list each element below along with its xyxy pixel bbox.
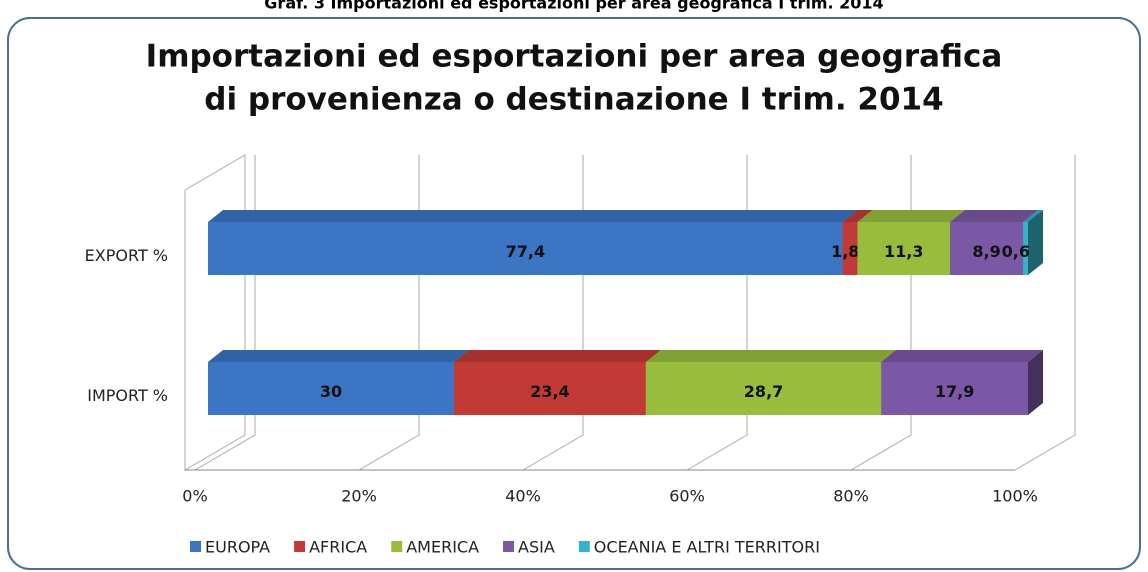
y-tick-label: EXPORT % (85, 246, 168, 265)
bar-face (1028, 210, 1043, 275)
x-tick-label: 100% (992, 487, 1038, 506)
legend-swatch (190, 541, 201, 552)
bar-face (454, 350, 661, 362)
data-label: 8,9 (972, 242, 1000, 261)
bar-face (842, 210, 873, 222)
chart-frame (7, 17, 1141, 570)
legend-swatch (391, 541, 403, 552)
bar-face (857, 222, 951, 275)
data-label: 28,7 (744, 382, 783, 401)
bar-face (881, 362, 1028, 415)
data-label: 23,4 (530, 382, 569, 401)
legend-label: EUROPA (205, 538, 270, 557)
bar-segment (1023, 210, 1043, 275)
chart-title: Importazioni ed esportazioni per area ge… (146, 39, 1003, 75)
chart-title: di provenienza o destinazione I trim. 20… (204, 82, 943, 118)
legend-label: OCEANIA E ALTRI TERRITORI (594, 538, 820, 557)
bar-face (842, 222, 858, 275)
data-label: 77,4 (506, 242, 545, 261)
bar-segment (454, 350, 661, 415)
legend-swatch (294, 541, 306, 552)
bar-face (208, 350, 469, 362)
x-tick-label: 40% (505, 487, 541, 506)
bar-face (1023, 210, 1043, 222)
x-tick-label: 60% (669, 487, 705, 506)
legend-swatch (503, 541, 515, 552)
y-tick-label: IMPORT % (87, 386, 168, 405)
bar-segment (881, 350, 1043, 415)
caption: Graf. 3 Importazioni ed esportazioni per… (264, 0, 883, 13)
bar-face (208, 222, 843, 275)
bar-face (454, 362, 646, 415)
data-label: 0,6 (1002, 242, 1030, 261)
bar-face (208, 362, 454, 415)
bar-face (645, 362, 882, 415)
bar-face (881, 350, 1043, 362)
data-label: 17,9 (935, 382, 974, 401)
back-wall (184, 154, 246, 471)
legend-label: ASIA (518, 538, 555, 557)
legend-swatch (578, 541, 590, 552)
grid-line (1014, 155, 1076, 471)
bar-face (857, 210, 966, 222)
data-label: 30 (320, 382, 342, 401)
legend-label: AMERICA (406, 538, 479, 557)
legend-label: AFRICA (309, 538, 367, 557)
bar-face (950, 222, 1024, 275)
bar-face (208, 210, 858, 222)
bar-face (950, 210, 1039, 222)
x-tick-label: 80% (833, 487, 869, 506)
x-tick-label: 0% (182, 487, 207, 506)
bar-face (1023, 222, 1028, 275)
data-label: 11,3 (884, 242, 923, 261)
data-label: 1,8 (831, 242, 859, 261)
bar-face (1028, 350, 1043, 415)
bar-face (645, 350, 897, 362)
x-tick-label: 20% (341, 487, 377, 506)
